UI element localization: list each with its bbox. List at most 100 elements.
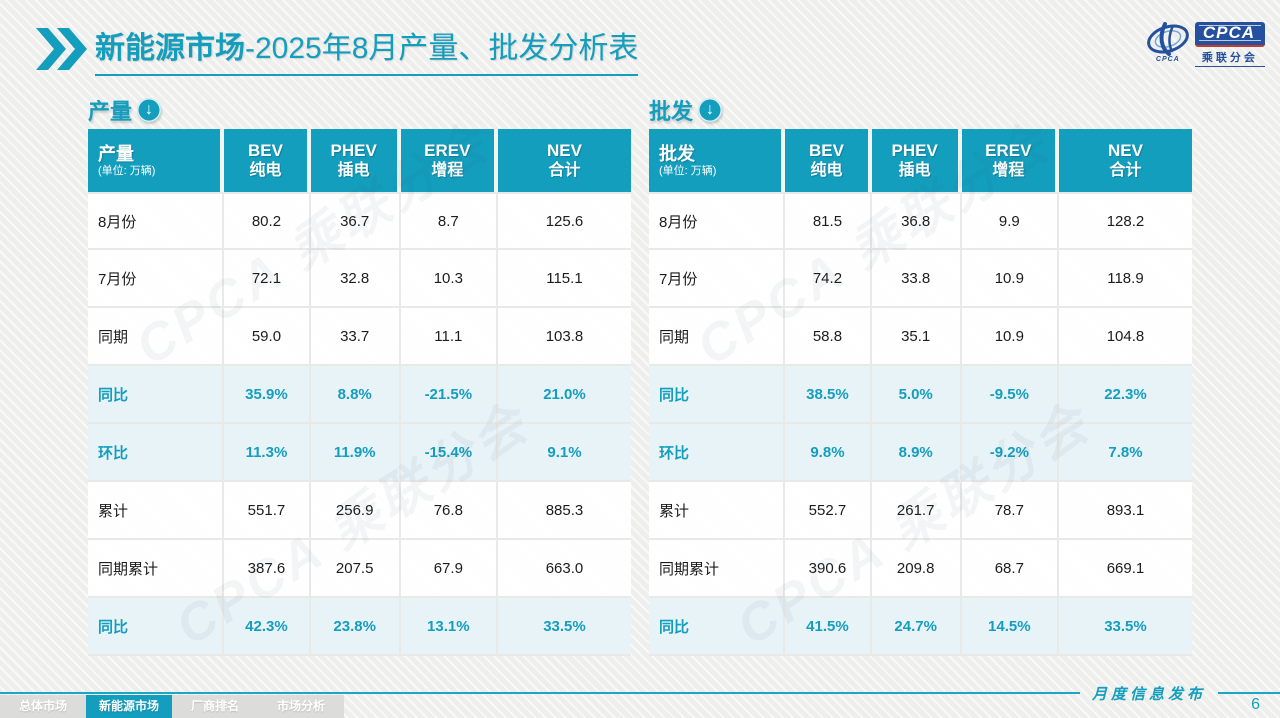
value-cell: 663.0 (497, 540, 631, 598)
wholesale-panel: 批发 ↓ 批发 (单位: 万辆) BEV 纯电 PHEV 插电 EREV 增程 NEV 合计 8月份 81… (649, 93, 1192, 657)
value-cell: -15.4% (400, 424, 498, 482)
column-header-en: BEV (808, 141, 844, 160)
value-cell: 33.7 (310, 308, 401, 366)
value-cell: 261.7 (871, 482, 962, 540)
value-cell: 10.3 (400, 250, 498, 308)
release-label: 月度信息发布 (1091, 686, 1206, 703)
column-header-zh: 纯电 (810, 162, 843, 179)
column-header-en: EREV (424, 141, 471, 160)
footer-rule: 月度信息发布 (0, 684, 1280, 703)
value-cell: 36.7 (310, 192, 401, 250)
row-label-cell: 同比 (649, 598, 786, 656)
value-cell: 551.7 (224, 482, 311, 540)
value-cell: 14.5% (961, 598, 1059, 656)
cpca-logo-subtitle: 乘联分会 (1194, 49, 1265, 67)
value-cell: 41.5% (785, 598, 872, 656)
table-row: 同比 35.9% 8.8% -21.5% 21.0% (88, 366, 631, 424)
value-cell: -9.2% (961, 424, 1059, 482)
value-cell: 72.1 (224, 250, 311, 308)
value-cell: 13.1% (400, 598, 498, 656)
column-header-en: EREV (985, 141, 1032, 160)
corner-label: 批发 (659, 143, 695, 164)
value-cell: 58.8 (785, 308, 872, 366)
table-row: 8月份 80.2 36.7 8.7 125.6 (88, 192, 631, 250)
value-cell: 68.7 (961, 540, 1059, 598)
value-cell: 8.8% (310, 366, 401, 424)
row-label-cell: 环比 (88, 424, 225, 482)
column-header-zh: 增程 (992, 162, 1025, 179)
production-panel: 产量 ↓ 产量 (单位: 万辆) BEV 纯电 PHEV 插电 EREV 增程 NEV 合计 8月份 80… (88, 93, 631, 657)
column-header-zh: 增程 (431, 162, 464, 179)
table-row: 同期 59.0 33.7 11.1 103.8 (88, 308, 631, 366)
row-label-cell: 7月份 (88, 250, 225, 308)
table-row: 8月份 81.5 36.8 9.9 128.2 (649, 192, 1192, 250)
value-cell: 104.8 (1058, 308, 1192, 366)
value-cell: 7.8% (1058, 424, 1192, 482)
value-cell: 885.3 (497, 482, 631, 540)
page-title-main: 新能源市场 (95, 32, 245, 65)
value-cell: 21.0% (497, 366, 631, 424)
cpca-logo-name: CPCA (1194, 21, 1265, 47)
nav-tab-新能源市场[interactable]: 新能源市场 (86, 695, 172, 718)
table-row: 同期 58.8 35.1 10.9 104.8 (649, 308, 1192, 366)
nav-tab-厂商排名[interactable]: 厂商排名 (172, 695, 258, 718)
value-cell: 11.1 (400, 308, 498, 366)
value-cell: 32.8 (310, 250, 401, 308)
row-label-cell: 累计 (649, 482, 786, 540)
row-label-cell: 同期累计 (649, 540, 786, 598)
row-label-cell: 8月份 (88, 192, 225, 250)
double-chevron-icon (36, 28, 87, 70)
row-label-cell: 同比 (649, 366, 786, 424)
value-cell: 9.1% (497, 424, 631, 482)
corner-header-cell: 批发 (单位: 万辆) (649, 129, 786, 192)
data-table: 批发 (单位: 万辆) BEV 纯电 PHEV 插电 EREV 增程 NEV 合计 8月份 81.5 3… (649, 129, 1192, 656)
value-cell: 42.3% (224, 598, 311, 656)
value-cell: 35.1 (871, 308, 962, 366)
column-header-cell: EREV 增程 (400, 129, 498, 192)
value-cell: 33.5% (497, 598, 631, 656)
column-header-en: BEV (247, 141, 283, 160)
table-row: 7月份 72.1 32.8 10.3 115.1 (88, 250, 631, 308)
column-header-en: NEV (546, 141, 582, 160)
table-row: 同比 41.5% 24.7% 14.5% 33.5% (649, 598, 1192, 656)
value-cell: -21.5% (400, 366, 498, 424)
value-cell: 115.1 (497, 250, 631, 308)
column-header-zh: 插电 (337, 162, 370, 179)
value-cell: 80.2 (224, 192, 311, 250)
table-row: 同比 38.5% 5.0% -9.5% 22.3% (649, 366, 1192, 424)
value-cell: 33.8 (871, 250, 962, 308)
cpca-logo: CPCA CPCA 乘联分会 (1145, 20, 1265, 68)
value-cell: 256.9 (310, 482, 401, 540)
row-label-cell: 同比 (88, 598, 225, 656)
value-cell: 103.8 (497, 308, 631, 366)
value-cell: 125.6 (497, 192, 631, 250)
column-header-cell: BEV 纯电 (224, 129, 311, 192)
value-cell: 387.6 (224, 540, 311, 598)
page-number: 6 (1251, 696, 1260, 713)
corner-label: 产量 (98, 143, 134, 164)
value-cell: 5.0% (871, 366, 962, 424)
nav-tab-总体市场[interactable]: 总体市场 (0, 695, 86, 718)
arrow-down-circle-icon: ↓ (698, 98, 723, 122)
bottom-nav-tabs: 总体市场 新能源市场 厂商排名 市场分析 (0, 695, 344, 718)
value-cell: 390.6 (785, 540, 872, 598)
tables-area: 产量 ↓ 产量 (单位: 万辆) BEV 纯电 PHEV 插电 EREV 增程 NEV 合计 8月份 80… (88, 93, 1192, 657)
column-header-zh: 合计 (1109, 162, 1142, 179)
row-label-cell: 同比 (88, 366, 225, 424)
value-cell: 10.9 (961, 250, 1059, 308)
table-row: 同比 42.3% 23.8% 13.1% 33.5% (88, 598, 631, 656)
value-cell: -9.5% (961, 366, 1059, 424)
nav-tab-市场分析[interactable]: 市场分析 (258, 695, 344, 718)
table-row: 同期累计 387.6 207.5 67.9 663.0 (88, 540, 631, 598)
value-cell: 74.2 (785, 250, 872, 308)
row-label-cell: 7月份 (649, 250, 786, 308)
section-header: 批发 ↓ (649, 93, 1192, 127)
value-cell: 207.5 (310, 540, 401, 598)
column-header-en: PHEV (891, 141, 938, 160)
value-cell: 8.9% (871, 424, 962, 482)
row-label-cell: 累计 (88, 482, 225, 540)
value-cell: 8.7 (400, 192, 498, 250)
value-cell: 10.9 (961, 308, 1059, 366)
data-table: 产量 (单位: 万辆) BEV 纯电 PHEV 插电 EREV 增程 NEV 合计 8月份 80.2 3… (88, 129, 631, 656)
section-label: 产量 (88, 99, 133, 124)
